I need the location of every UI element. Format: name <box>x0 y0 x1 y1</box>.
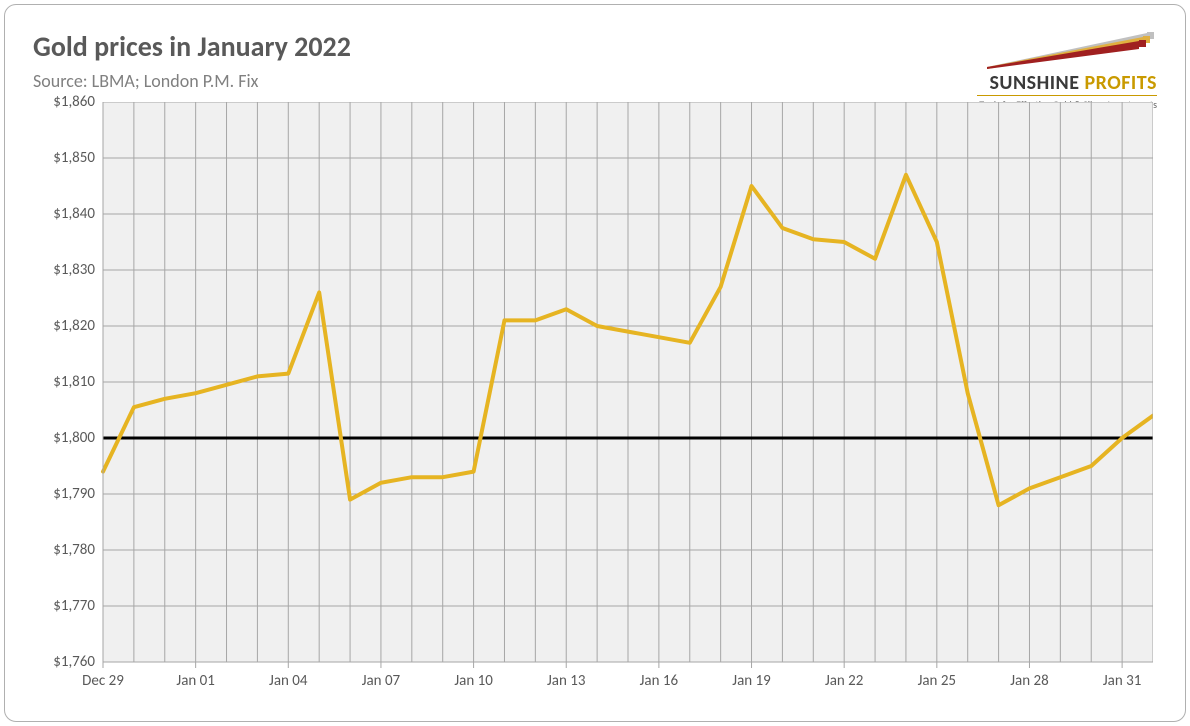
logo-name: SUNSHINE PROFITS <box>977 71 1157 95</box>
logo-name-part2: PROFITS <box>1084 71 1157 95</box>
y-axis-tick: $1,780 <box>33 541 95 559</box>
x-axis-tick: Jan 25 <box>918 672 956 690</box>
x-axis-tick: Jan 10 <box>454 672 492 690</box>
x-axis-tick: Jan 07 <box>362 672 400 690</box>
x-axis-tick: Dec 29 <box>82 672 124 690</box>
brand-logo: SUNSHINE PROFITS Tools for Effective Gol… <box>977 23 1157 111</box>
y-axis-tick: $1,770 <box>33 597 95 615</box>
line-chart: $1,760 $1,770 $1,780 $1,790 $1,800 $1,810 $1,8… <box>33 102 1153 702</box>
y-axis-tick: $1,840 <box>33 205 95 223</box>
x-axis-tick: Jan 22 <box>825 672 863 690</box>
y-axis-tick: $1,830 <box>33 261 95 279</box>
chart-card: Gold prices in January 2022 Source: LBMA… <box>4 4 1186 722</box>
x-axis-tick: Jan 13 <box>547 672 585 690</box>
x-axis-tick: Jan 28 <box>1010 672 1048 690</box>
y-axis-tick: $1,810 <box>33 373 95 391</box>
y-axis-tick: $1,790 <box>33 485 95 503</box>
y-axis-tick: $1,850 <box>33 149 95 167</box>
y-axis-tick: $1,860 <box>33 93 95 111</box>
x-axis-tick: Jan 31 <box>1103 672 1141 690</box>
chart-svg <box>33 102 1153 702</box>
logo-swoosh-icon <box>977 23 1157 73</box>
x-axis-tick: Jan 04 <box>269 672 307 690</box>
logo-name-part1: SUNSHINE <box>989 71 1084 95</box>
y-axis-tick: $1,800 <box>33 429 95 447</box>
x-axis-tick: Jan 16 <box>640 672 678 690</box>
x-axis-tick: Jan 19 <box>732 672 770 690</box>
y-axis-tick: $1,760 <box>33 653 95 671</box>
y-axis-tick: $1,820 <box>33 317 95 335</box>
x-axis-tick: Jan 01 <box>176 672 214 690</box>
